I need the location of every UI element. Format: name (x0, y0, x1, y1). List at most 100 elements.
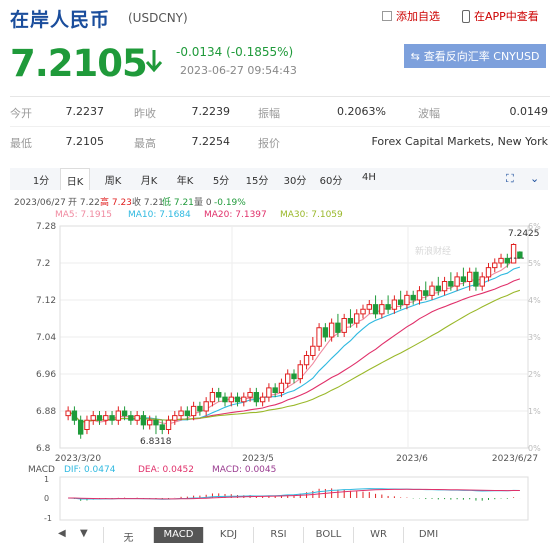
candle-body (228, 396, 234, 403)
x-tick-label: 2023/3/20 (55, 454, 101, 464)
stat-label: 波幅 (418, 107, 440, 120)
open-app-label: 在APP中查看 (474, 10, 539, 23)
macd-dif: DIF: 0.0474 (64, 465, 116, 475)
candle-body (416, 290, 423, 301)
candle-body (360, 308, 366, 315)
candle-body (473, 271, 479, 287)
ohlc-info-line: 2023/06/27 开 7.22 高 7.23 收 7.21 低 7.21 量… (14, 196, 246, 208)
candle-body (222, 396, 228, 403)
candle-body (216, 392, 222, 398)
candle-body (178, 410, 184, 417)
candle-body (209, 392, 216, 403)
candle-body (498, 257, 504, 264)
open-app-button[interactable]: 在APP中查看 (462, 8, 539, 24)
ma20-label: MA20: 7.1397 (204, 210, 267, 220)
grid (59, 225, 529, 449)
candle-body (291, 373, 297, 380)
tab-monthly[interactable]: 月K (140, 176, 158, 187)
x-tick-label: 2023/6 (396, 454, 428, 464)
stat-value: 0.2063% (337, 105, 386, 118)
prev-icon[interactable]: ◀ (58, 528, 66, 539)
candle-body (278, 382, 285, 393)
macd-tick-label: -1 (44, 514, 52, 523)
page-title: 在岸人民币 (10, 9, 111, 31)
add-watch-button[interactable]: 添加自选 (382, 8, 440, 24)
stats-table: 今开 7.2237 昨收 7.2239 振幅 0.2063% 波幅 0.0149… (10, 96, 550, 155)
tab-boll[interactable]: BOLL (303, 527, 353, 543)
candle-body (253, 392, 260, 403)
stats-row: 最低 7.2105 最高 7.2254 报价 Forex Capital Mar… (10, 126, 550, 155)
header: 在岸人民币 (USDCNY) 添加自选 在APP中查看 (0, 0, 550, 34)
tab-1min[interactable]: 1分 (32, 176, 50, 187)
candle-body (397, 299, 404, 306)
macd-dea: DEA: 0.0452 (138, 465, 194, 475)
tab-yearly[interactable]: 年K (176, 176, 194, 187)
tab-rsi[interactable]: RSI (253, 527, 303, 543)
tab-none[interactable]: 无 (103, 527, 153, 544)
y-tick-label: 6.96 (36, 370, 56, 380)
candle-body (423, 290, 429, 296)
candle-body (147, 419, 153, 426)
macd-frame (59, 476, 529, 521)
stat-value: 7.2237 (65, 105, 105, 118)
candle-body (247, 392, 253, 398)
candle-body (460, 276, 467, 282)
tab-4h[interactable]: 4H (362, 172, 376, 183)
candle-body (159, 424, 165, 430)
tab-wr[interactable]: WR (353, 527, 403, 543)
kline-chart[interactable]: 2023/06/27 开 7.22 高 7.23 收 7.21 低 7.21 量… (0, 190, 550, 526)
candle-body (197, 405, 203, 412)
candle-body (435, 285, 441, 292)
candle-body (103, 415, 109, 421)
y-tick-label: 6.8 (36, 444, 51, 454)
next-icon[interactable]: ▼ (80, 528, 88, 539)
candle-body (203, 401, 209, 412)
plot-frame (59, 225, 529, 449)
candle-body (297, 364, 303, 380)
tab-30min[interactable]: 30分 (283, 176, 307, 187)
pct-tick-label: 2% (528, 370, 541, 379)
candle-body (454, 276, 460, 287)
candle-body (266, 387, 272, 398)
fullscreen-icon[interactable]: ⛶ (506, 172, 514, 185)
candle-body (77, 419, 84, 435)
stat-label: 报价 (258, 137, 280, 150)
candle-body (354, 313, 360, 324)
candle-body (303, 355, 310, 366)
candle-body (109, 415, 115, 421)
info-close: 收 7.21 (132, 196, 164, 208)
candle-body (241, 396, 247, 403)
phone-icon (462, 9, 470, 23)
reverse-rate-button[interactable]: ⇆ 查看反向汇率 CNYUSD (404, 44, 546, 68)
stat-label: 最高 (134, 137, 156, 150)
tab-weekly[interactable]: 周K (104, 176, 122, 187)
stat-value: Forex Capital Markets, New York (371, 135, 549, 148)
tab-5min[interactable]: 5分 (212, 176, 230, 187)
symbol-code: (USDCNY) (128, 11, 188, 25)
pct-tick-label: 4% (528, 296, 541, 305)
info-pct: -0.19% (214, 198, 246, 208)
pct-tick-label: 3% (528, 333, 541, 342)
ma30-label: MA30: 7.1059 (280, 210, 343, 220)
tab-dmi[interactable]: DMI (403, 527, 453, 543)
chevron-down-icon[interactable]: ⌄ (530, 172, 540, 185)
candle-body (172, 415, 178, 421)
price-change: -0.0134 (-0.1855%) (176, 45, 294, 59)
candle-body (441, 281, 448, 292)
tab-15min[interactable]: 15分 (245, 176, 269, 187)
quote-time: 2023-06-27 09:54:43 (180, 64, 297, 77)
candle-body (410, 294, 416, 301)
macd-value: MACD: 0.0045 (212, 465, 276, 475)
tab-60min[interactable]: 60分 (319, 176, 343, 187)
tab-kdj[interactable]: KDJ (203, 527, 253, 543)
candle-body (316, 327, 322, 347)
stat-label: 昨收 (134, 107, 156, 120)
ma10-label: MA10: 7.1684 (128, 210, 191, 220)
tab-daily[interactable]: 日K (60, 168, 90, 190)
candle-body (492, 262, 498, 269)
y-tick-label: 7.2 (36, 259, 50, 269)
chart-period-tabs: 1分 日K 周K 月K 年K 5分 15分 30分 60分 4H ⛶ ⌄ (10, 168, 548, 190)
stats-row: 今开 7.2237 昨收 7.2239 振幅 0.2063% 波幅 0.0149 (10, 97, 550, 126)
candle-body (328, 322, 335, 338)
tab-macd[interactable]: MACD (153, 527, 203, 543)
